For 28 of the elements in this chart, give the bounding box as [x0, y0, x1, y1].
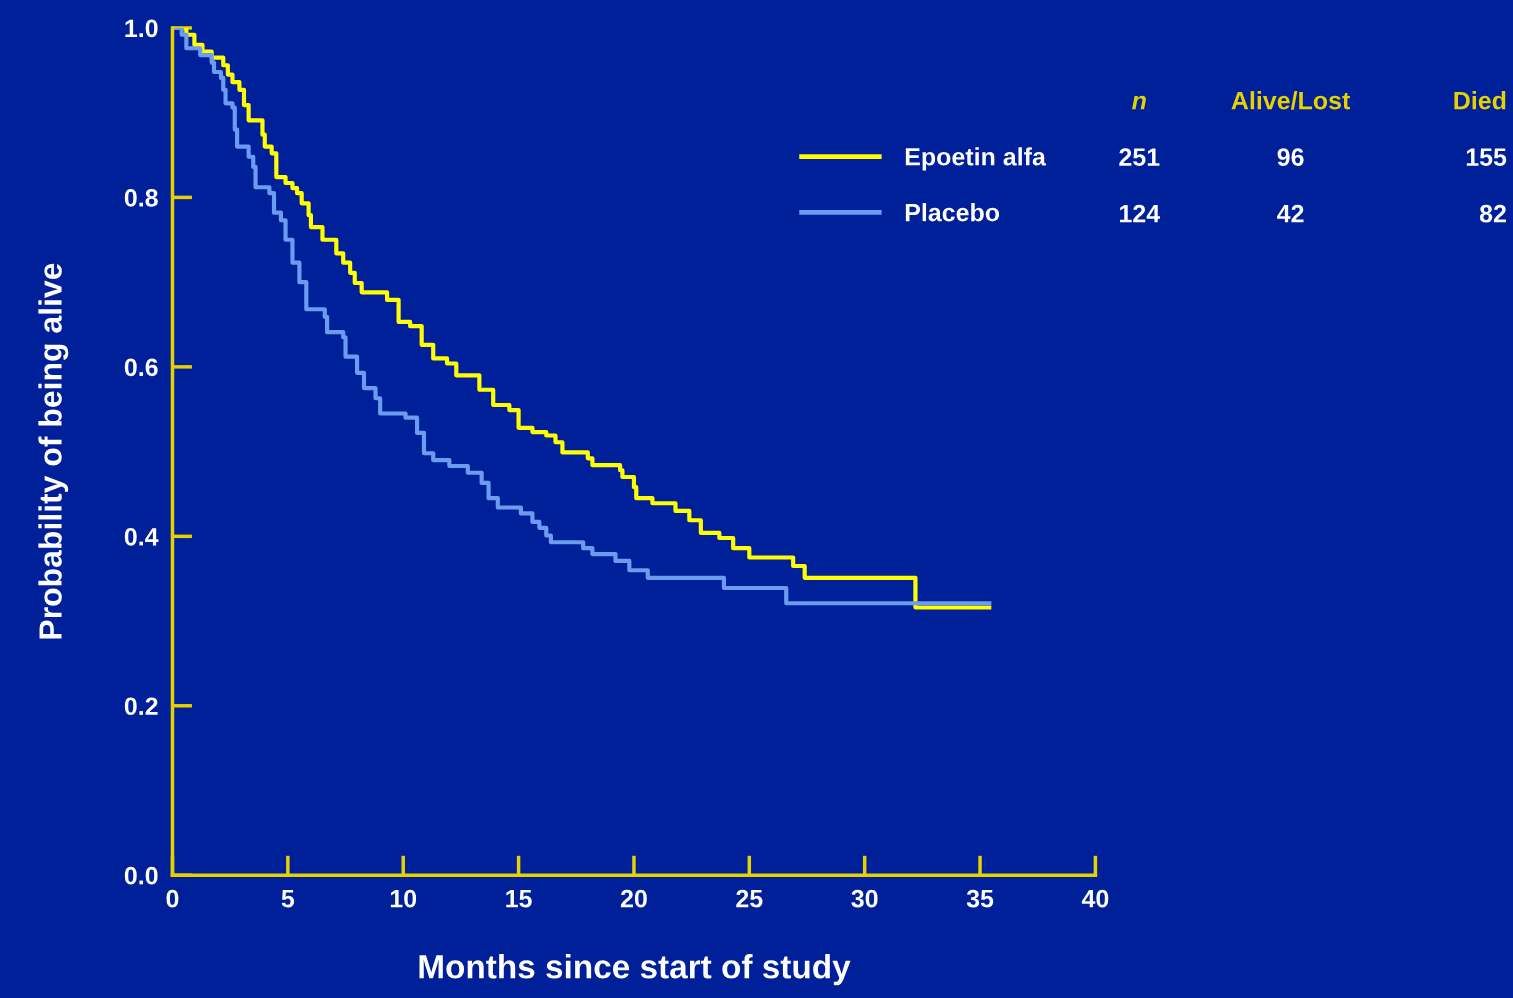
y-tick-label: 0.4: [124, 527, 159, 546]
x-tick-label: 40: [1081, 889, 1109, 908]
text: 42: [1277, 204, 1304, 223]
y-tick-label: 1.0: [125, 19, 158, 38]
text: Died: [1454, 91, 1506, 110]
text: 155: [1466, 148, 1507, 166]
x-tick-label: 5: [281, 890, 295, 908]
y-tick-label: 0.0: [124, 866, 158, 885]
text: 96: [1277, 148, 1304, 166]
text: Alive/Lost: [1231, 91, 1351, 110]
x-tick-label: 10: [390, 889, 417, 908]
x-tick-label: 20: [620, 889, 647, 908]
text: n: [1132, 95, 1146, 110]
x-tick-label: 15: [506, 890, 532, 908]
x-tick-label: 0: [166, 889, 179, 908]
text: 82: [1479, 204, 1506, 223]
legend-label: Placebo: [905, 203, 1000, 222]
text: 124: [1120, 204, 1161, 223]
y-tick-label: 0.2: [124, 697, 158, 716]
x-axis-title: Months since start of study: [419, 954, 851, 986]
y-tick-label: 0.6: [124, 358, 158, 377]
text: 251: [1119, 148, 1160, 166]
x-tick-label: 35: [966, 889, 994, 908]
x-tick-label: 25: [736, 889, 763, 908]
x-tick-label: 30: [851, 889, 878, 908]
legend-label: Epoetin alfa: [905, 147, 1047, 171]
y-tick-label: 0.8: [124, 189, 158, 207]
y-axis-title: Probability of being alive: [38, 263, 69, 639]
